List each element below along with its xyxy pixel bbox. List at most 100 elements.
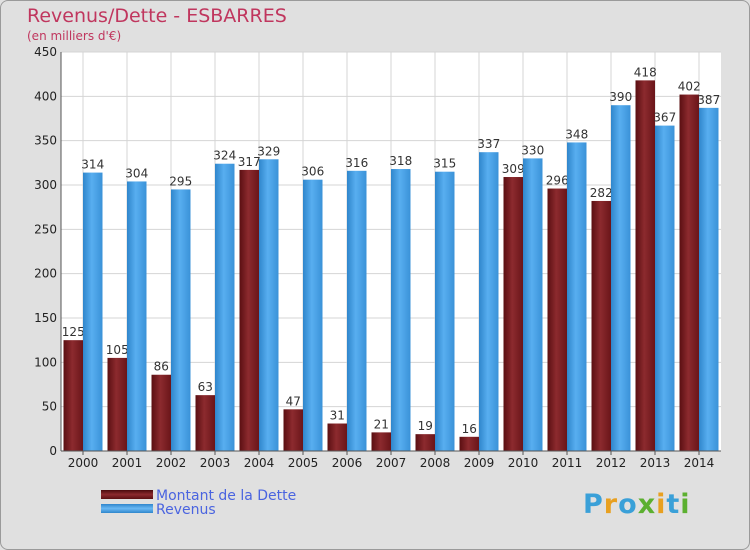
data-label: 317 [238, 155, 261, 169]
bar-revenus [479, 152, 499, 451]
data-label: 330 [521, 143, 544, 157]
data-label: 125 [62, 325, 85, 339]
bar-dette [591, 200, 611, 451]
y-tick-label: 200 [34, 267, 57, 281]
bar-revenus [567, 142, 587, 451]
chart-subtitle: (en milliers d'€) [27, 29, 122, 43]
x-tick-label: 2010 [508, 456, 539, 470]
data-label: 86 [154, 360, 169, 374]
x-tick-label: 2003 [200, 456, 231, 470]
bar-revenus [391, 169, 411, 452]
logo-letter: i [680, 489, 691, 520]
bar-revenus [347, 170, 367, 451]
x-tick-label: 2014 [684, 456, 715, 470]
data-label: 19 [418, 419, 433, 433]
x-tick-label: 2013 [640, 456, 671, 470]
bar-revenus [523, 158, 543, 451]
data-label: 348 [565, 127, 588, 141]
data-label: 324 [213, 149, 236, 163]
bar-revenus [699, 107, 719, 452]
bar-dette [283, 409, 303, 451]
bar-dette [503, 177, 523, 451]
bar-dette [63, 340, 83, 451]
data-label: 337 [477, 137, 500, 151]
proxiti-logo: Proxiti [583, 489, 691, 520]
data-label: 309 [502, 162, 525, 176]
logo-letter: P [583, 489, 604, 520]
y-tick-label: 0 [49, 444, 57, 458]
data-label: 367 [653, 111, 676, 125]
data-label: 105 [106, 343, 129, 357]
data-label: 318 [389, 154, 412, 168]
legend-swatch-dette [101, 490, 153, 499]
data-label: 390 [609, 90, 632, 104]
y-tick-label: 350 [34, 134, 57, 148]
x-tick-label: 2007 [376, 456, 407, 470]
y-tick-label: 450 [34, 45, 57, 59]
data-label: 306 [301, 165, 324, 179]
x-tick-label: 2012 [596, 456, 627, 470]
data-label: 282 [590, 186, 613, 200]
data-label: 315 [433, 157, 456, 171]
data-label: 296 [546, 174, 569, 188]
logo-letter: i [656, 489, 667, 520]
legend-swatch-revenus [101, 504, 153, 513]
bar-revenus [171, 189, 191, 451]
logo-letter: r [603, 489, 619, 520]
data-label: 31 [330, 409, 345, 423]
legend-label: Revenus [156, 502, 216, 518]
bar-dette [239, 169, 259, 451]
x-tick-label: 2011 [552, 456, 583, 470]
logo-letter: t [666, 489, 681, 520]
logo-letter: o [618, 489, 638, 520]
data-label: 304 [125, 166, 148, 180]
x-tick-label: 2001 [112, 456, 143, 470]
bar-dette [679, 94, 699, 451]
legend-label: Montant de la Dette [156, 488, 296, 504]
data-label: 316 [345, 156, 368, 170]
x-tick-label: 2009 [464, 456, 495, 470]
y-tick-label: 100 [34, 355, 57, 369]
bar-dette [107, 357, 127, 451]
data-label: 418 [634, 65, 657, 79]
bar-dette [195, 395, 215, 451]
x-tick-label: 2004 [244, 456, 275, 470]
bar-revenus [655, 125, 675, 452]
x-tick-label: 2008 [420, 456, 451, 470]
x-tick-label: 2000 [68, 456, 99, 470]
bar-dette [151, 374, 171, 451]
bar-dette [327, 423, 347, 451]
bar-dette [635, 80, 655, 451]
data-label: 329 [257, 144, 280, 158]
bar-revenus [611, 105, 631, 451]
bar-revenus [215, 163, 235, 451]
chart-title: Revenus/Dette - ESBARRES [27, 5, 287, 27]
logo-letter: x [637, 489, 657, 520]
data-label: 314 [81, 158, 104, 172]
data-label: 387 [697, 93, 720, 107]
bar-dette [371, 432, 391, 451]
y-tick-label: 150 [34, 311, 57, 325]
x-tick-label: 2006 [332, 456, 363, 470]
y-tick-label: 300 [34, 178, 57, 192]
data-label: 47 [286, 394, 301, 408]
y-tick-label: 400 [34, 89, 57, 103]
bar-revenus [259, 159, 279, 451]
x-tick-label: 2002 [156, 456, 187, 470]
data-label: 402 [678, 80, 701, 94]
bar-revenus [127, 181, 147, 451]
bar-revenus [83, 172, 103, 451]
x-tick-label: 2005 [288, 456, 319, 470]
y-tick-label: 250 [34, 222, 57, 236]
bar-dette [547, 188, 567, 451]
bar-dette [459, 436, 479, 451]
bar-revenus [303, 179, 323, 451]
data-label: 16 [462, 422, 477, 436]
bar-dette [415, 434, 435, 451]
data-label: 21 [374, 417, 389, 431]
data-label: 295 [169, 174, 192, 188]
data-label: 63 [198, 380, 213, 394]
y-tick-label: 50 [42, 400, 57, 414]
